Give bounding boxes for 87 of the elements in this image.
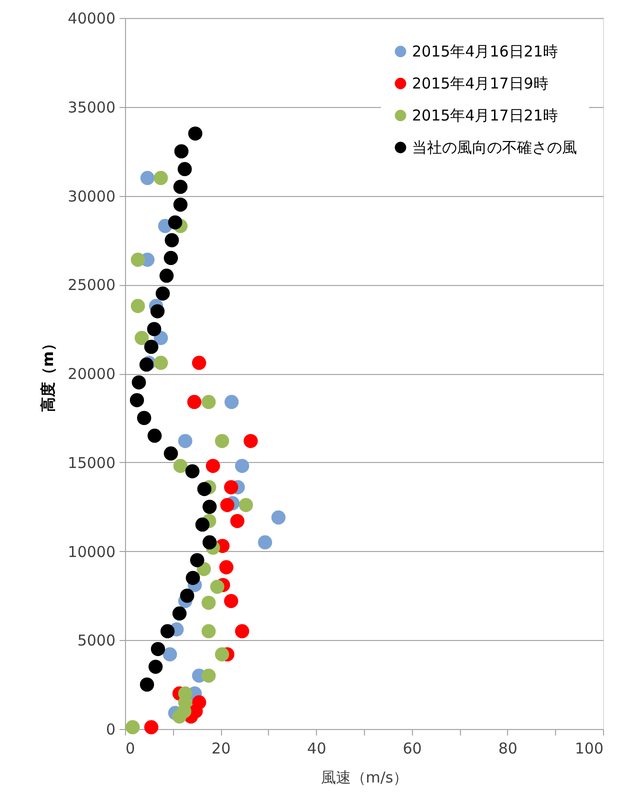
- legend-label: 2015年4月17日21時: [412, 106, 558, 124]
- x-tick-label: 20: [212, 740, 231, 758]
- point: [154, 170, 168, 186]
- legend-label: 2015年4月16日21時: [412, 42, 558, 60]
- x-tick-label: 60: [402, 740, 422, 758]
- point: [164, 250, 178, 266]
- point: [130, 298, 145, 314]
- point: [178, 162, 192, 176]
- point: [160, 624, 175, 638]
- point: [192, 356, 206, 370]
- point: [238, 498, 254, 512]
- y-tick-label: 25000: [68, 276, 116, 294]
- point: [186, 570, 200, 585]
- y-tick-label: 0: [106, 720, 116, 738]
- point: [173, 458, 188, 473]
- point: [224, 480, 238, 494]
- x-tick-label: 80: [498, 740, 518, 758]
- point: [258, 535, 272, 550]
- point: [164, 233, 179, 248]
- point: [148, 660, 163, 674]
- point: [150, 304, 165, 318]
- point: [162, 647, 178, 662]
- y-tick-label: 10000: [68, 542, 116, 561]
- y-tick-label: 15000: [68, 454, 116, 472]
- point: [130, 393, 144, 408]
- point: [224, 394, 239, 409]
- point: [154, 356, 168, 370]
- point: [150, 642, 166, 656]
- point: [160, 268, 174, 283]
- y-tick-label: 5000: [77, 632, 116, 650]
- point: [173, 198, 188, 212]
- point: [140, 170, 155, 186]
- point: [202, 624, 216, 638]
- point: [271, 510, 286, 525]
- point: [174, 144, 188, 158]
- point: [244, 434, 258, 448]
- point: [180, 588, 194, 603]
- point: [187, 394, 202, 409]
- point: [164, 446, 178, 461]
- legend-label: 当社の風向の不確さの風: [412, 138, 577, 156]
- point: [168, 215, 182, 230]
- point: [144, 720, 158, 734]
- y-tick-label: 40000: [68, 10, 116, 28]
- point: [134, 330, 149, 346]
- point: [190, 553, 204, 568]
- point: [214, 434, 230, 448]
- point: [214, 647, 230, 662]
- point: [210, 580, 224, 594]
- point: [144, 340, 158, 354]
- x-tick-label: 0: [126, 740, 136, 758]
- point: [195, 518, 210, 532]
- legend-label: 2015年4月17日9時: [412, 74, 548, 92]
- point: [156, 286, 170, 301]
- point: [173, 180, 188, 194]
- point: [188, 126, 202, 141]
- point: [130, 252, 145, 267]
- point: [140, 678, 154, 692]
- point: [235, 458, 250, 473]
- point: [126, 720, 140, 734]
- point: [206, 458, 220, 473]
- point: [230, 514, 244, 528]
- point: [235, 624, 250, 638]
- y-tick-label: 35000: [68, 98, 116, 116]
- point: [197, 482, 212, 496]
- point: [178, 434, 192, 448]
- point: [185, 464, 200, 478]
- point: [202, 500, 217, 514]
- x-axis-title: 風速（m/s）: [320, 768, 408, 786]
- point: [172, 606, 187, 621]
- point: [202, 596, 216, 610]
- point: [224, 594, 238, 608]
- x-tick-label: 100: [574, 740, 604, 758]
- point: [139, 358, 154, 372]
- x-tick-label: 40: [307, 740, 326, 758]
- point: [137, 410, 152, 425]
- y-tick-label: 20000: [68, 365, 116, 383]
- point: [219, 560, 234, 574]
- point: [202, 535, 217, 550]
- point: [220, 498, 234, 512]
- point: [148, 428, 162, 443]
- y-axis-title: 高度（m）: [38, 336, 57, 412]
- y-tick-label: 30000: [68, 187, 116, 206]
- point: [147, 322, 162, 336]
- point: [202, 668, 216, 683]
- point: [202, 394, 216, 409]
- point: [132, 375, 146, 390]
- point: [192, 695, 206, 710]
